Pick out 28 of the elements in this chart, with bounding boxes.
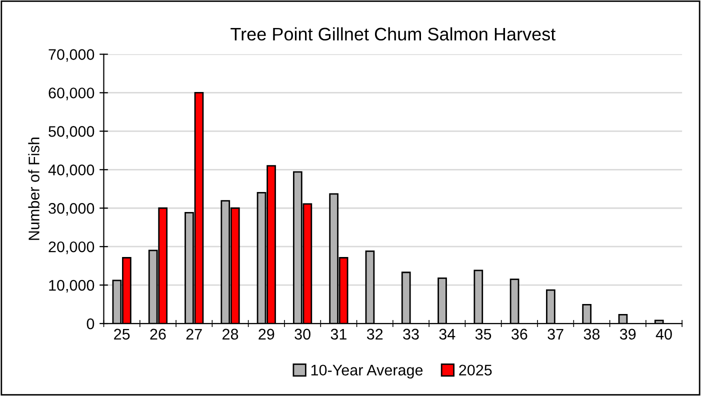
x-tick-label: 32 — [366, 328, 383, 340]
y-tick-label: 40,000 — [48, 164, 94, 178]
x-tick-label: 30 — [294, 328, 310, 340]
y-tick-label: 10,000 — [49, 280, 94, 293]
x-tick-label: 27 — [186, 328, 202, 340]
x-tick-label: 37 — [548, 328, 564, 340]
y-tick-label: 70,000 — [48, 49, 94, 62]
legend-label: 2025 — [459, 364, 492, 376]
y-tick-label: 0 — [86, 318, 94, 330]
y-tick-label: 20,000 — [48, 241, 94, 254]
y-axis-title: Number of Fish — [28, 138, 40, 240]
x-tick-label: 36 — [512, 328, 528, 340]
chart-title: Tree Point Gillnet Chum Salmon Harvest — [230, 27, 556, 41]
legend-label: 10-Year Average — [311, 364, 423, 379]
y-tick-label: 60,000 — [48, 88, 94, 100]
x-tick-label: 28 — [222, 328, 238, 340]
x-tick-label: 33 — [403, 328, 419, 340]
x-tick-label: 29 — [258, 328, 274, 340]
x-tick-label: 35 — [475, 328, 492, 340]
x-tick-label: 39 — [620, 328, 636, 340]
x-tick-label: 31 — [330, 328, 346, 340]
y-tick-label: 50,000 — [48, 126, 94, 139]
x-tick-label: 40 — [656, 328, 672, 340]
x-tick-label: 38 — [584, 328, 600, 340]
x-tick-label: 25 — [114, 328, 130, 340]
y-tick-label: 30,000 — [48, 202, 94, 216]
x-tick-label: 26 — [150, 328, 166, 340]
x-tick-label: 34 — [439, 328, 456, 340]
